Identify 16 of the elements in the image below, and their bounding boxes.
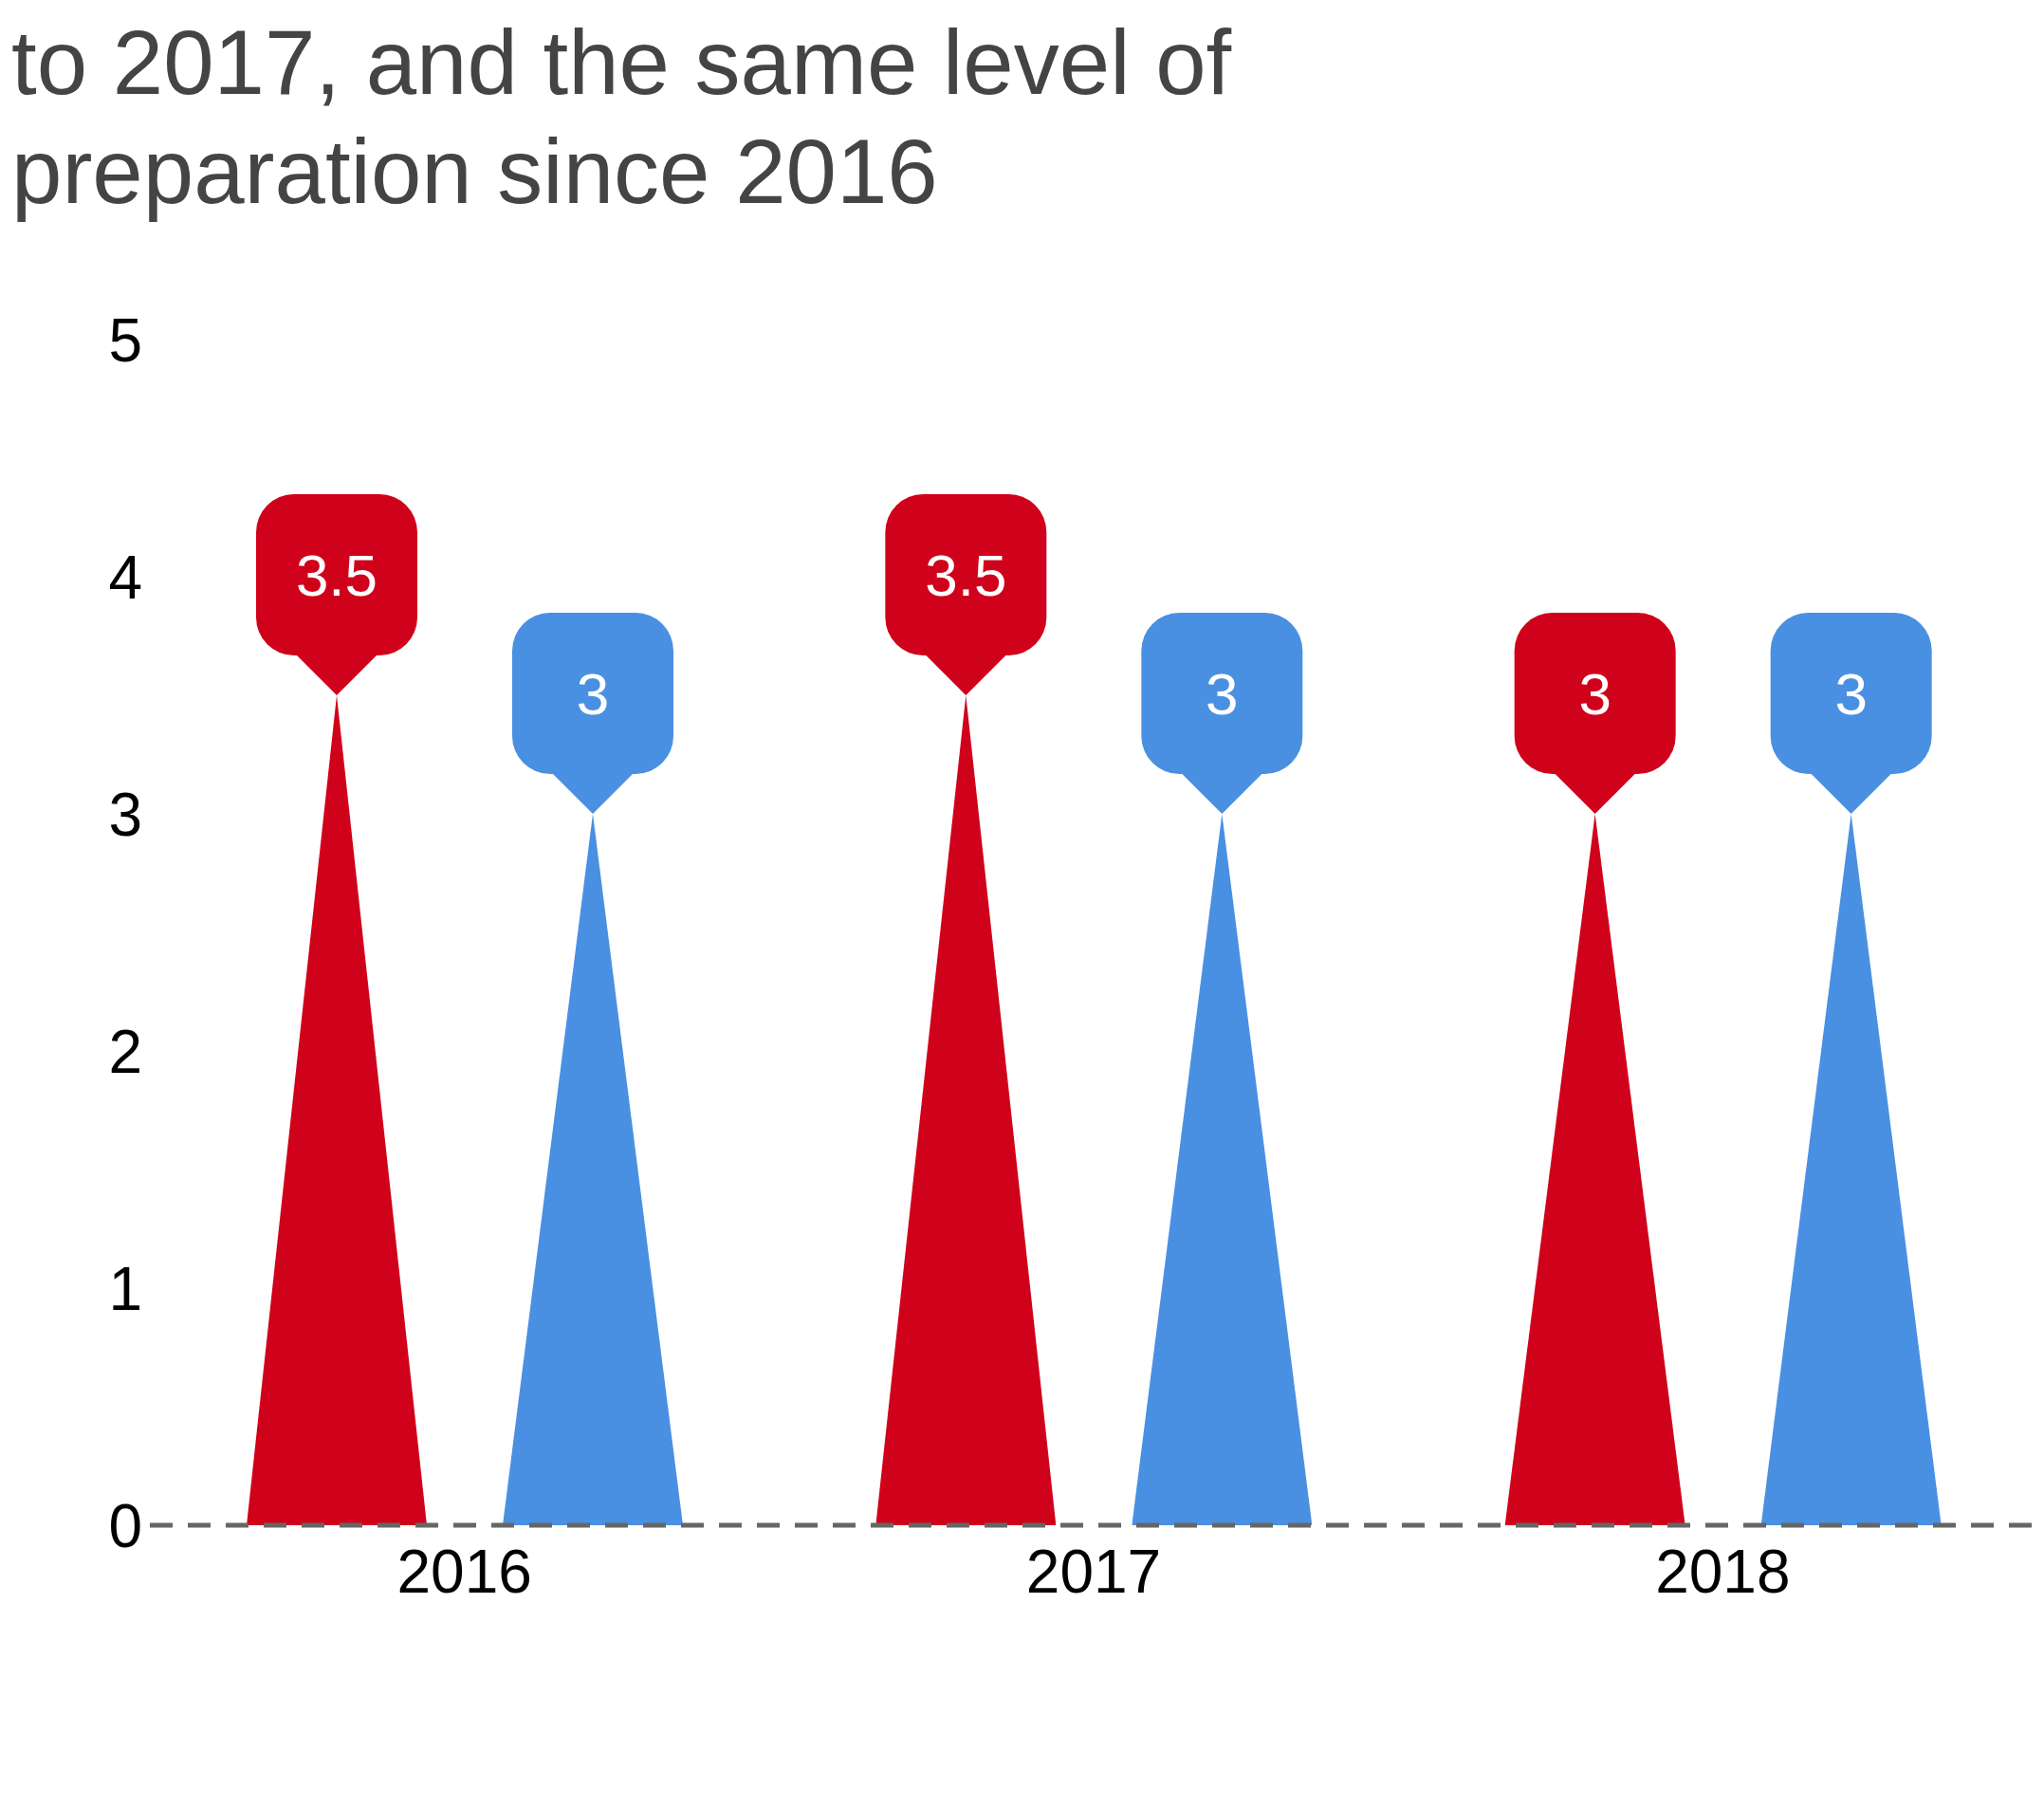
data-label: 3 (1834, 660, 1868, 727)
data-label: 3.5 (925, 542, 1007, 608)
x-tick-label: 2016 (396, 1538, 532, 1607)
y-tick-label: 5 (108, 306, 142, 376)
chart-title: to 2017, and the same level of preparation since 2016 (11, 10, 1233, 225)
y-tick-label: 4 (108, 544, 142, 613)
data-label: 3 (576, 660, 610, 727)
x-tick-label: 2018 (1655, 1538, 1791, 1607)
y-tick-label: 1 (108, 1255, 142, 1324)
y-tick-label: 2 (108, 1018, 142, 1087)
data-label: 3.5 (295, 542, 378, 608)
data-label: 3 (1206, 660, 1239, 727)
y-tick-label: 3 (108, 781, 142, 850)
data-label: 3 (1578, 660, 1611, 727)
y-tick-label: 0 (108, 1492, 142, 1561)
x-tick-label: 2017 (1025, 1538, 1162, 1607)
